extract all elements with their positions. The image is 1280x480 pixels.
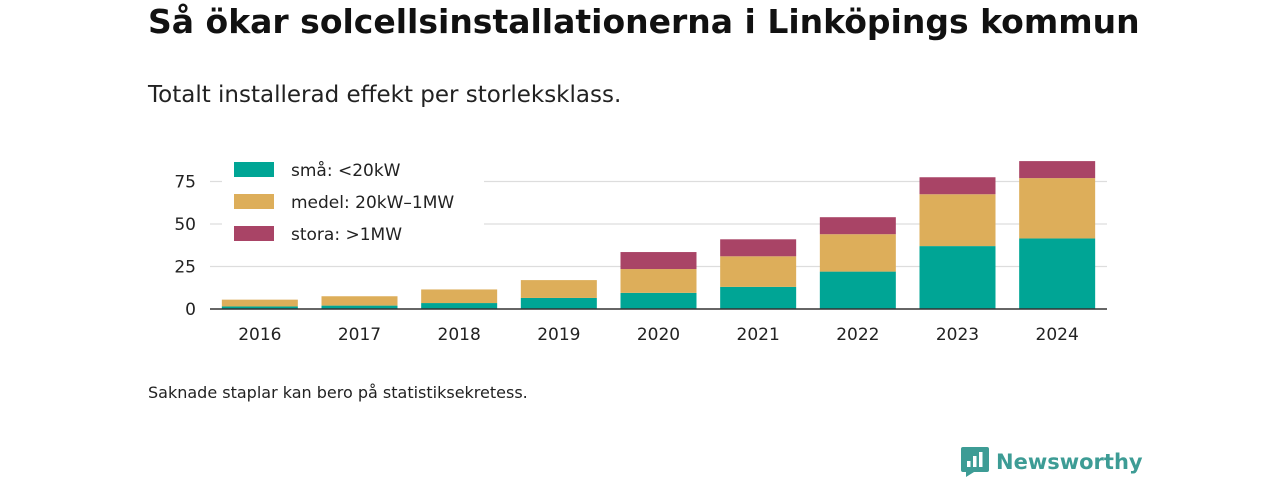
bar-segment (819, 271, 896, 309)
brand-logo[interactable]: Newsworthy (960, 446, 1143, 478)
bar-segment (321, 296, 398, 306)
chart-title: Så ökar solcellsinstallationerna i Linkö… (148, 2, 1140, 41)
bar-segment (421, 303, 498, 309)
bar-segment (720, 239, 797, 257)
bar-segment (1019, 178, 1096, 239)
chart-subtitle: Totalt installerad effekt per storlekskl… (148, 82, 622, 108)
bar-segment (221, 299, 298, 307)
bar-segment (620, 252, 697, 270)
x-tick-label: 2020 (637, 325, 680, 345)
x-tick-label: 2018 (438, 325, 481, 345)
footnote: Saknade staplar kan bero på statistiksek… (148, 383, 528, 402)
bar-segment (819, 217, 896, 235)
bar-segment (1019, 161, 1096, 179)
legend-swatch (234, 194, 274, 209)
x-tick-label: 2021 (737, 325, 780, 345)
stacked-bar-chart: 0 25 50 75 2016 2017 2018 2019 2020 2021 2022 2023… (174, 152, 1107, 345)
bar-segment (919, 246, 996, 309)
legend-label: medel: 20kW–1MW (291, 193, 454, 213)
bar-segment (720, 286, 797, 309)
legend-label: stora: >1MW (291, 225, 402, 245)
x-tick-label: 2019 (537, 325, 580, 345)
y-tick-label: 25 (174, 258, 196, 278)
x-tick-label: 2022 (836, 325, 879, 345)
bar-segment (620, 269, 697, 293)
bar-segment (720, 256, 797, 287)
y-axis-ticks: 0 25 50 75 (174, 173, 196, 321)
brand-name: Newsworthy (996, 450, 1143, 474)
bar-segment (1019, 238, 1096, 309)
bars (221, 161, 1096, 309)
x-tick-label: 2017 (338, 325, 381, 345)
legend-swatch (234, 226, 274, 241)
bar-segment (919, 194, 996, 247)
bar-segment (819, 234, 896, 272)
bar-segment (620, 292, 697, 309)
x-axis-ticks: 2016 2017 2018 2019 2020 2021 2022 2023 2024 (238, 325, 1079, 345)
legend-swatch (234, 162, 274, 177)
bar-segment (520, 297, 597, 309)
x-tick-label: 2023 (936, 325, 979, 345)
x-tick-label: 2024 (1036, 325, 1079, 345)
legend: små: <20kW medel: 20kW–1MW stora: >1MW (222, 152, 484, 248)
newsworthy-logo-icon (961, 447, 989, 477)
bar-segment (919, 177, 996, 195)
bar-segment (321, 305, 398, 309)
bar-segment (520, 280, 597, 298)
y-tick-label: 75 (174, 173, 196, 193)
bar-segment (221, 306, 298, 309)
x-tick-label: 2016 (238, 325, 281, 345)
y-tick-label: 50 (174, 215, 196, 235)
legend-label: små: <20kW (291, 160, 401, 181)
y-tick-label: 0 (185, 300, 196, 320)
bar-segment (421, 289, 498, 304)
